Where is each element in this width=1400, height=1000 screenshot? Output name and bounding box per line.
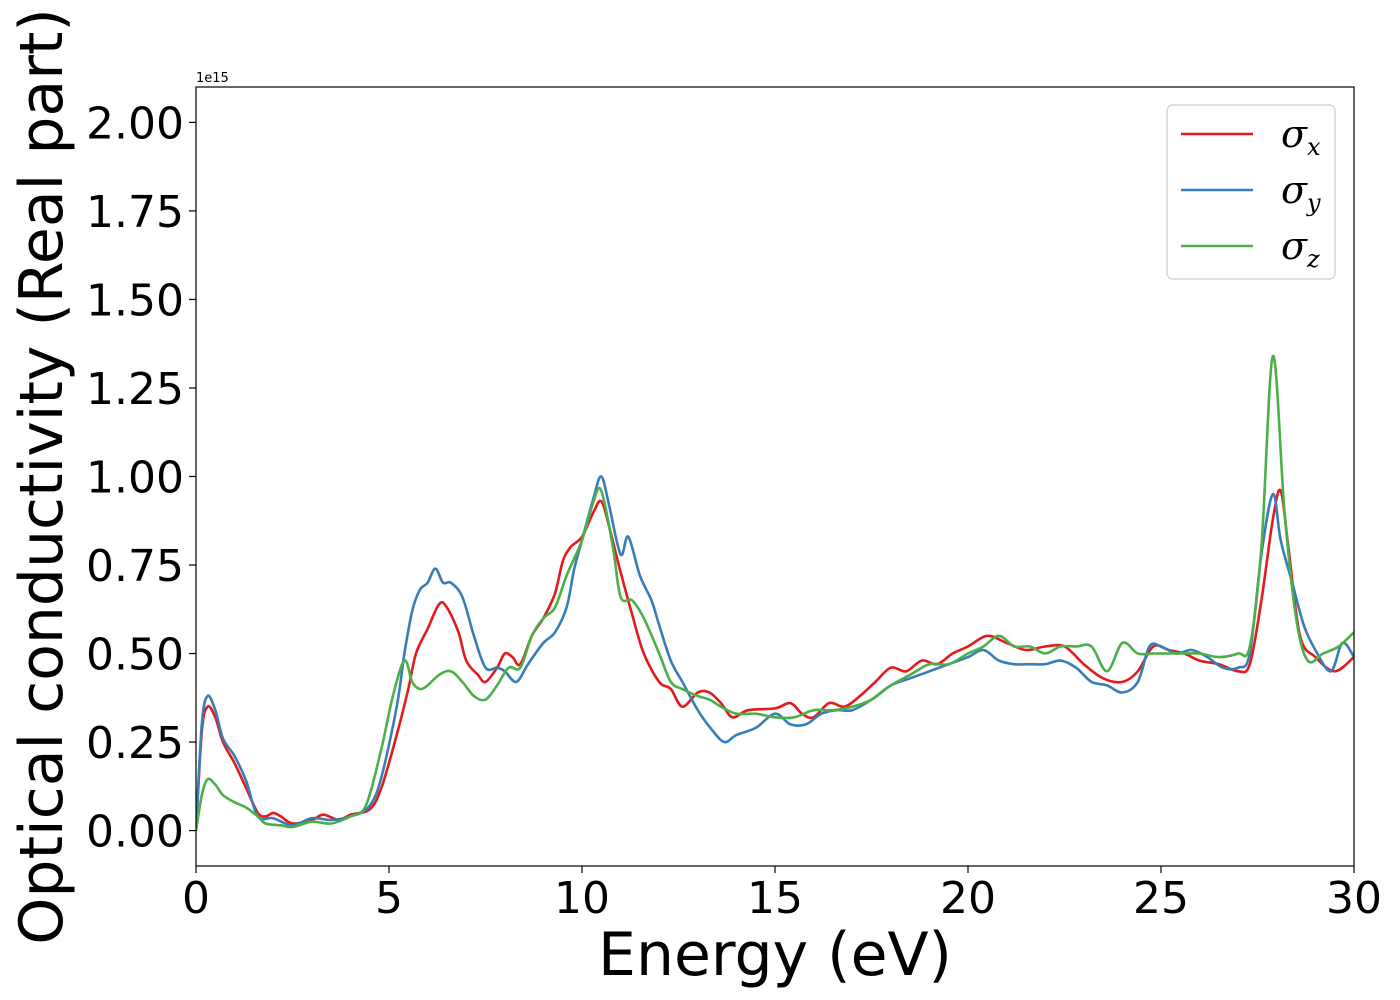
x-tick-label: 20 [940, 873, 996, 924]
y-tick-label: 0.00 [86, 807, 184, 858]
x-tick-label: 30 [1326, 873, 1382, 924]
x-tick-label: 15 [747, 873, 803, 924]
y-axis-label: Optical conductivity (Real part) [7, 8, 77, 945]
x-axis-label: Energy (eV) [598, 920, 952, 990]
ticks-layer: 0 5 10 15 20 25 30 0.00 0.25 0.50 0.75 1.00 1.25 1.50… [86, 98, 1382, 924]
x-tick-label: 10 [554, 873, 610, 924]
series-line-x [196, 488, 1354, 831]
x-tick-label: 0 [182, 873, 210, 924]
x-tick-label: 25 [1133, 873, 1189, 924]
x-tick-label: 5 [375, 873, 403, 924]
y-tick-label: 0.50 [86, 630, 184, 681]
y-tick-label: 1.25 [86, 364, 184, 415]
y-tick-label: 2.00 [86, 98, 184, 149]
y-tick-label: 0.75 [86, 541, 184, 592]
y-offset-label: 1e15 [196, 71, 229, 86]
y-tick-label: 1.75 [86, 187, 184, 238]
y-tick-label: 0.25 [86, 718, 184, 769]
series-line-z [196, 354, 1354, 831]
legend-box [1166, 104, 1336, 280]
y-tick-label: 1.50 [86, 275, 184, 326]
y-tick-label: 1.00 [86, 453, 184, 504]
series-layer [196, 354, 1354, 831]
